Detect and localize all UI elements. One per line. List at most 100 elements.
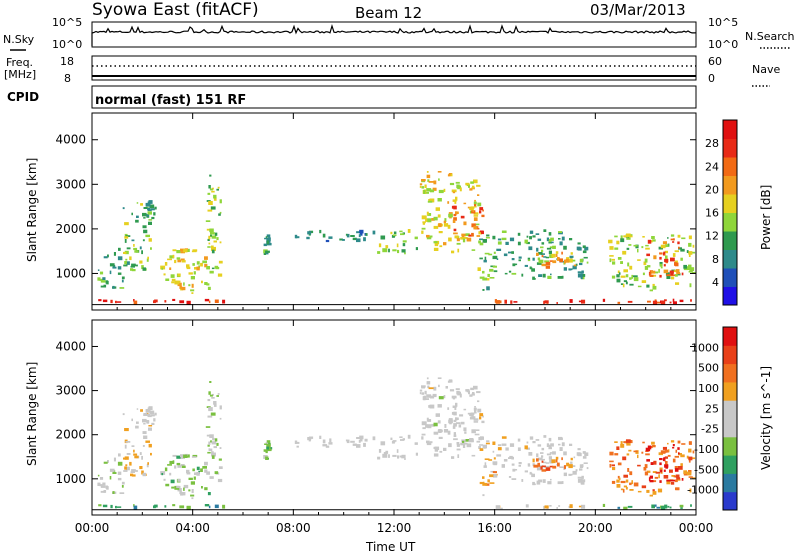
power-cell (549, 246, 554, 248)
power-cell (191, 292, 194, 294)
power-cell (125, 258, 128, 261)
velocity-cell (145, 409, 151, 413)
velocity-cell (139, 452, 142, 455)
power-cell (146, 214, 150, 217)
power-cell (509, 237, 515, 242)
power-cell (210, 234, 212, 237)
power-cell (625, 274, 629, 278)
power-cell (511, 272, 517, 275)
velocity-cell (208, 448, 213, 451)
power-cell (204, 256, 208, 260)
power-cell (561, 236, 565, 241)
velocity-cell (149, 410, 155, 415)
power-cell (687, 266, 692, 270)
power-cell (614, 247, 619, 250)
power-cell (565, 258, 569, 263)
velocity-colorbar: 1000 500 100 25 -25 -100 -500 -1000 (687, 326, 738, 511)
power-cell (146, 258, 149, 262)
power-cell (460, 215, 465, 219)
power-cell (148, 238, 152, 242)
velocity-cell (626, 439, 631, 443)
velocity-cell (443, 429, 449, 433)
velocity-cell (647, 445, 652, 450)
velocity-colorbar-tick: 25 (705, 402, 719, 415)
velocity-cell (677, 440, 681, 444)
noise-left-label: N.Sky (3, 33, 35, 46)
velocity-cell (463, 408, 467, 411)
velocity-cell (115, 505, 117, 509)
velocity-cell (474, 411, 477, 414)
power-cell (419, 183, 423, 186)
power-cell (547, 275, 552, 279)
velocity-cell (163, 478, 166, 481)
velocity-colorbar-tick: 500 (698, 362, 719, 375)
power-cell (546, 237, 550, 242)
power-cell (652, 283, 655, 287)
power-cell (665, 255, 668, 259)
power-cell (479, 242, 484, 246)
power-cell (438, 189, 444, 194)
power-cell (161, 267, 164, 270)
velocity-cell (617, 475, 620, 479)
velocity-cell (460, 442, 465, 446)
velocity-cell (558, 436, 562, 439)
power-colorbar-tick: 20 (705, 183, 719, 196)
velocity-colorbar-segment (723, 363, 737, 383)
velocity-cell (124, 466, 127, 470)
power-cell (577, 271, 581, 274)
velocity-cell (660, 450, 666, 454)
power-cell (548, 239, 552, 243)
power-cell (103, 256, 108, 259)
velocity-cell (140, 409, 143, 412)
power-cell (569, 238, 573, 241)
power-cell (663, 251, 666, 255)
power-cell (443, 223, 449, 227)
power-cell (150, 208, 155, 211)
power-cell (546, 247, 552, 250)
velocity-cell (148, 425, 153, 427)
velocity-cell (205, 426, 211, 428)
power-cell (207, 192, 211, 195)
power-cell (492, 255, 498, 260)
power-cell (622, 250, 627, 255)
velocity-cell (678, 452, 680, 455)
velocity-cell (396, 449, 399, 453)
power-colorbar-segment (723, 120, 737, 139)
velocity-cell (217, 393, 220, 395)
power-cell (584, 246, 589, 251)
power-cell (652, 239, 656, 242)
velocity-cell (265, 441, 268, 444)
power-cell (670, 272, 674, 276)
power-cell (642, 272, 645, 276)
power-cell (176, 250, 181, 254)
power-cell (145, 202, 151, 207)
velocity-cell (545, 467, 551, 471)
power-cell (142, 212, 147, 217)
power-cell (206, 266, 210, 270)
velocity-cell (131, 418, 133, 422)
power-cell (555, 251, 559, 254)
power-cell (541, 255, 544, 258)
power-cell (672, 253, 676, 257)
power-cell (414, 236, 418, 240)
velocity-cell (637, 454, 639, 459)
power-cell (133, 300, 138, 305)
velocity-cell (688, 476, 693, 478)
velocity-cell (654, 504, 657, 507)
velocity-cell (453, 423, 457, 427)
power-cell (294, 234, 298, 239)
velocity-cell (426, 442, 432, 446)
power-cell (177, 259, 182, 263)
velocity-cell (211, 451, 214, 455)
velocity-cell (487, 479, 490, 483)
power-cell (265, 250, 270, 253)
velocity-cell (559, 447, 563, 451)
velocity-cell (266, 440, 271, 444)
velocity-cell (576, 452, 581, 456)
velocity-cell (164, 505, 167, 508)
velocity-colorbar-segment (723, 491, 737, 511)
power-cell (563, 259, 566, 264)
velocity-cell (196, 466, 200, 471)
power-cell (427, 188, 430, 191)
velocity-cell (654, 476, 659, 479)
